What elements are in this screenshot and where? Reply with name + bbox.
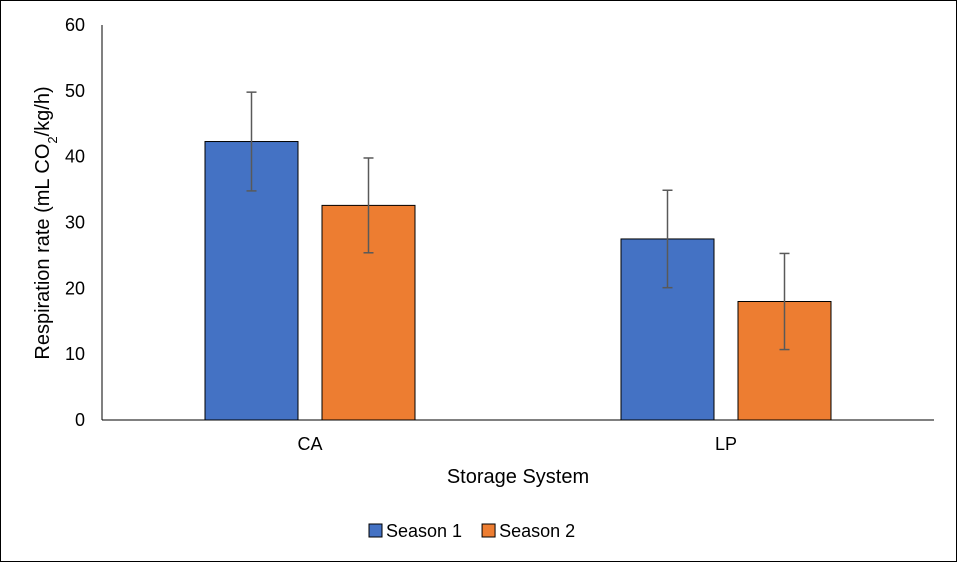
y-tick-label: 60	[65, 15, 85, 35]
legend-label-series-1: Season 1	[386, 521, 462, 541]
y-tick-label: 10	[65, 344, 85, 364]
y-axis-title-prefix: Respiration rate (mL CO	[32, 144, 54, 360]
x-axis-title: Storage System	[447, 466, 589, 488]
y-tick-label: 50	[65, 81, 85, 101]
y-tick-label: 0	[75, 410, 85, 430]
y-tick-label: 40	[65, 147, 85, 167]
legend: Season 1 Season 2	[368, 521, 575, 541]
y-axis-title: Respiration rate (mL CO2/kg/h)	[32, 86, 60, 359]
legend-swatch-series-1	[368, 523, 383, 538]
y-axis-ticks: 0 10 20 30 40 50 60	[65, 15, 85, 430]
legend-label-series-2: Season 2	[499, 521, 575, 541]
y-tick-label: 20	[65, 278, 85, 298]
x-tick-label-ca: CA	[297, 434, 322, 454]
x-tick-label-lp: LP	[715, 434, 737, 454]
y-tick-label: 30	[65, 213, 85, 233]
y-axis-title-subscript: 2	[45, 136, 60, 143]
y-axis-title-suffix: /kg/h)	[32, 86, 54, 136]
bars	[204, 141, 832, 421]
error-bars	[246, 91, 790, 351]
x-axis-tick-labels: CA LP	[297, 434, 737, 454]
legend-swatch-series-2	[481, 523, 496, 538]
